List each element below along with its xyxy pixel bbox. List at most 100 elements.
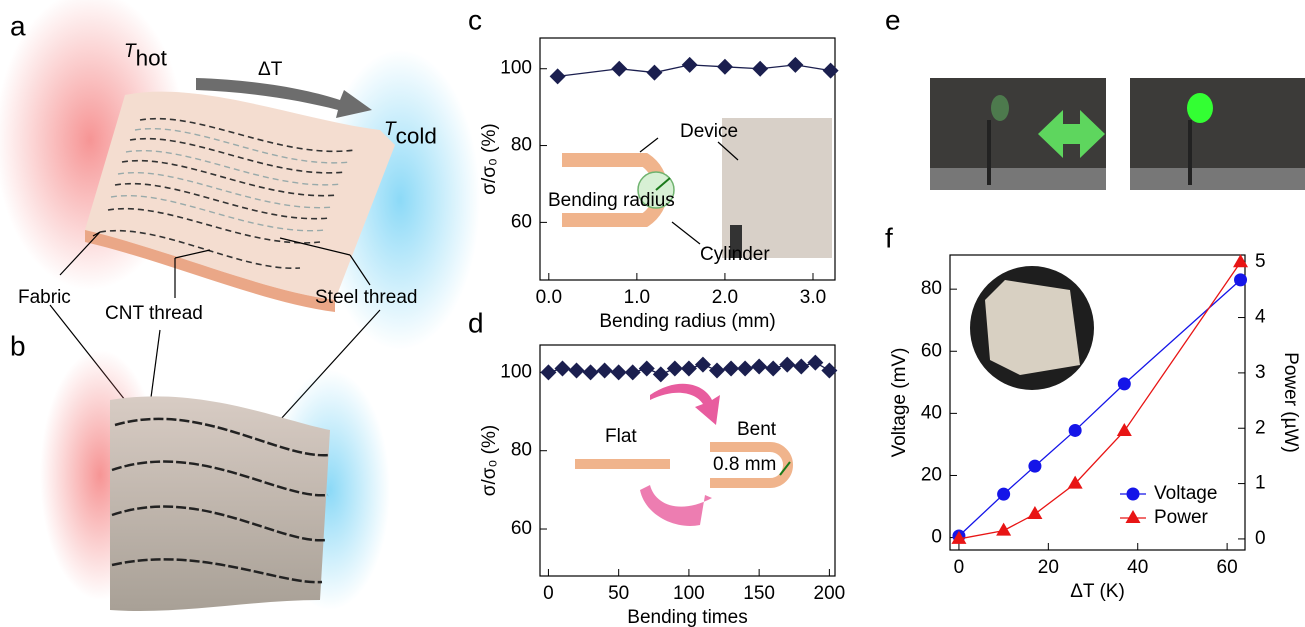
cold-label: Tcold xyxy=(384,119,437,148)
plot-frame xyxy=(539,344,836,577)
marker xyxy=(681,56,698,73)
y-tick-label: 60 xyxy=(511,518,532,539)
marker xyxy=(666,360,683,377)
marker xyxy=(540,364,557,381)
y-tick-label: 0 xyxy=(931,527,942,548)
marker xyxy=(1068,423,1082,437)
y2-tick-label: 2 xyxy=(1255,417,1266,438)
y2-tick-label: 5 xyxy=(1255,251,1266,272)
annotation: Device xyxy=(680,121,738,142)
series-line xyxy=(958,279,1241,537)
x-tick-label: 40 xyxy=(1127,557,1148,578)
annotation: Bending radius xyxy=(548,190,675,211)
illustration-a xyxy=(0,0,480,421)
marker xyxy=(1117,377,1131,391)
marker xyxy=(596,362,613,379)
marker xyxy=(779,356,796,373)
marker xyxy=(822,62,839,79)
annotation: Flat xyxy=(605,426,637,447)
plot-frame xyxy=(539,37,836,281)
marker xyxy=(1067,475,1083,489)
x-axis-title: ΔT (K) xyxy=(1070,581,1125,602)
y-tick-label: 60 xyxy=(921,340,942,361)
y2-tick-label: 0 xyxy=(1255,528,1266,549)
y-tick-label: 60 xyxy=(511,211,532,232)
series-line xyxy=(958,261,1242,540)
marker xyxy=(752,60,769,77)
marker xyxy=(997,487,1011,501)
callout-label: Steel thread xyxy=(315,287,417,308)
panel-label: a xyxy=(10,10,26,41)
y-tick-label: 100 xyxy=(500,58,532,79)
x-tick-label: 3.0 xyxy=(800,287,826,308)
panel-label: d xyxy=(468,307,484,338)
marker xyxy=(694,356,711,373)
hot-label-subscript: hot xyxy=(136,45,168,70)
x-tick-label: 50 xyxy=(608,583,629,604)
marker xyxy=(787,56,804,73)
x-tick-label: 20 xyxy=(1038,557,1059,578)
annotation: Bent xyxy=(737,419,777,440)
x-tick-label: 2.0 xyxy=(712,287,738,308)
cold-label-subscript: cold xyxy=(396,123,437,148)
marker xyxy=(765,360,782,377)
panel-label: c xyxy=(468,4,482,35)
marker xyxy=(821,362,838,379)
y-axis-title: σ/σ₀ (%) xyxy=(479,123,500,194)
x-axis-title: Bending times xyxy=(627,607,747,627)
marker xyxy=(568,362,585,379)
panel-label: e xyxy=(885,4,901,35)
delta-t-label: ΔT xyxy=(258,59,283,80)
marker xyxy=(996,522,1012,536)
led-photos xyxy=(930,78,1305,190)
marker xyxy=(1116,423,1132,437)
marker xyxy=(611,60,628,77)
legend-label: Power xyxy=(1154,507,1209,528)
y-tick-label: 20 xyxy=(921,464,942,485)
y-tick-label: 40 xyxy=(921,402,942,423)
marker xyxy=(1027,506,1043,520)
y-tick-label: 80 xyxy=(921,278,942,299)
y-axis-title: σ/σ₀ (%) xyxy=(479,425,500,496)
y-tick-label: 80 xyxy=(511,135,532,156)
marker xyxy=(751,358,768,375)
x-tick-label: 150 xyxy=(743,583,775,604)
legend-marker xyxy=(1125,510,1141,523)
inset-c xyxy=(562,118,832,258)
x-tick-label: 60 xyxy=(1217,557,1238,578)
x-tick-label: 0 xyxy=(543,583,554,604)
marker xyxy=(1234,273,1248,287)
marker xyxy=(638,360,655,377)
marker xyxy=(737,360,754,377)
panel-label: b xyxy=(10,330,26,361)
marker xyxy=(1028,459,1042,473)
legend-label: Voltage xyxy=(1154,483,1217,504)
marker xyxy=(793,358,810,375)
x-tick-label: 0 xyxy=(954,557,965,578)
marker xyxy=(582,364,599,381)
y-axis-title: Voltage (mV) xyxy=(889,348,910,458)
marker xyxy=(549,68,566,85)
y2-tick-label: 4 xyxy=(1255,307,1266,328)
marker xyxy=(709,362,725,379)
y-tick-label: 100 xyxy=(500,361,532,382)
x-tick-label: 100 xyxy=(673,583,705,604)
marker xyxy=(652,366,669,383)
y2-tick-label: 1 xyxy=(1255,473,1266,494)
x-tick-label: 200 xyxy=(814,583,846,604)
callout-label: CNT thread xyxy=(105,303,203,324)
legend-marker xyxy=(1126,487,1140,501)
annotation: 0.8 mm xyxy=(713,454,776,475)
inset-f xyxy=(970,266,1094,390)
marker xyxy=(807,354,824,371)
marker xyxy=(1233,254,1249,268)
marker xyxy=(624,364,641,381)
marker xyxy=(610,364,627,381)
marker xyxy=(554,360,571,377)
marker xyxy=(723,360,740,377)
x-tick-label: 0.0 xyxy=(536,287,562,308)
inset-d xyxy=(575,383,793,526)
plot-frame xyxy=(949,254,1246,551)
callout-label: Fabric xyxy=(18,287,71,308)
